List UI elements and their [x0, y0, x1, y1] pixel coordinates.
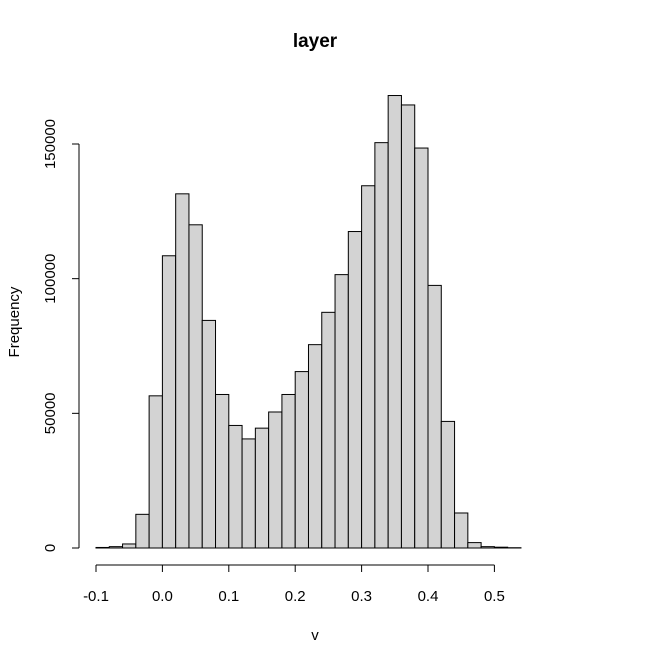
histogram-bar [228, 424, 243, 549]
histogram-bar [480, 546, 495, 549]
histogram-bar [374, 142, 389, 549]
histogram-bar [400, 104, 416, 549]
x-tick-label: 0.2 [285, 588, 306, 605]
histogram-bar [175, 193, 190, 549]
y-tick-label: 50000 [42, 392, 59, 434]
histogram-bar [188, 224, 203, 549]
histogram-bar [440, 420, 456, 549]
x-tick-label: -0.1 [83, 588, 109, 605]
histogram-bar [122, 543, 137, 549]
histogram-bar [281, 393, 296, 549]
y-axis-label: Frequency [6, 286, 23, 357]
histogram-bar [387, 95, 402, 549]
x-tick-label: 0.4 [418, 588, 439, 605]
bars-group [95, 95, 522, 549]
histogram-bar [108, 546, 124, 549]
histogram-bar [135, 513, 150, 549]
x-tick-label: 0.0 [152, 588, 173, 605]
histogram-bar [95, 546, 110, 549]
x-axis: -0.1 0.0 0.1 0.2 0.3 0.4 0.5 [83, 564, 505, 605]
histogram-bar [294, 371, 309, 549]
histogram-bar [334, 274, 349, 549]
histogram-bar [361, 185, 376, 549]
y-tick-label: 150000 [42, 119, 59, 169]
x-tick-label: 0.5 [484, 588, 505, 605]
histogram-bar [467, 542, 482, 549]
x-tick-label: 0.3 [351, 588, 372, 605]
histogram-bar [254, 427, 270, 549]
histogram-bar [268, 411, 283, 549]
histogram-bar [148, 395, 163, 549]
histogram-bar [454, 512, 469, 549]
histogram-bar [427, 284, 442, 549]
y-axis: 0 50000 100000 150000 [42, 119, 80, 552]
y-tick-label: 100000 [42, 254, 59, 304]
x-axis-label: v [311, 627, 319, 644]
histogram-bar [215, 393, 230, 549]
chart-title: layer [293, 31, 338, 52]
histogram-bar [493, 546, 509, 549]
histogram-bar [161, 255, 177, 549]
x-tick-label: 0.1 [218, 588, 239, 605]
histogram-bar [347, 231, 363, 549]
y-tick-label: 0 [42, 544, 59, 552]
histogram-bar [321, 311, 336, 549]
histogram-bar [241, 438, 256, 549]
histogram-bar [414, 147, 429, 549]
histogram-bar [201, 319, 217, 549]
histogram-bar [307, 344, 323, 549]
